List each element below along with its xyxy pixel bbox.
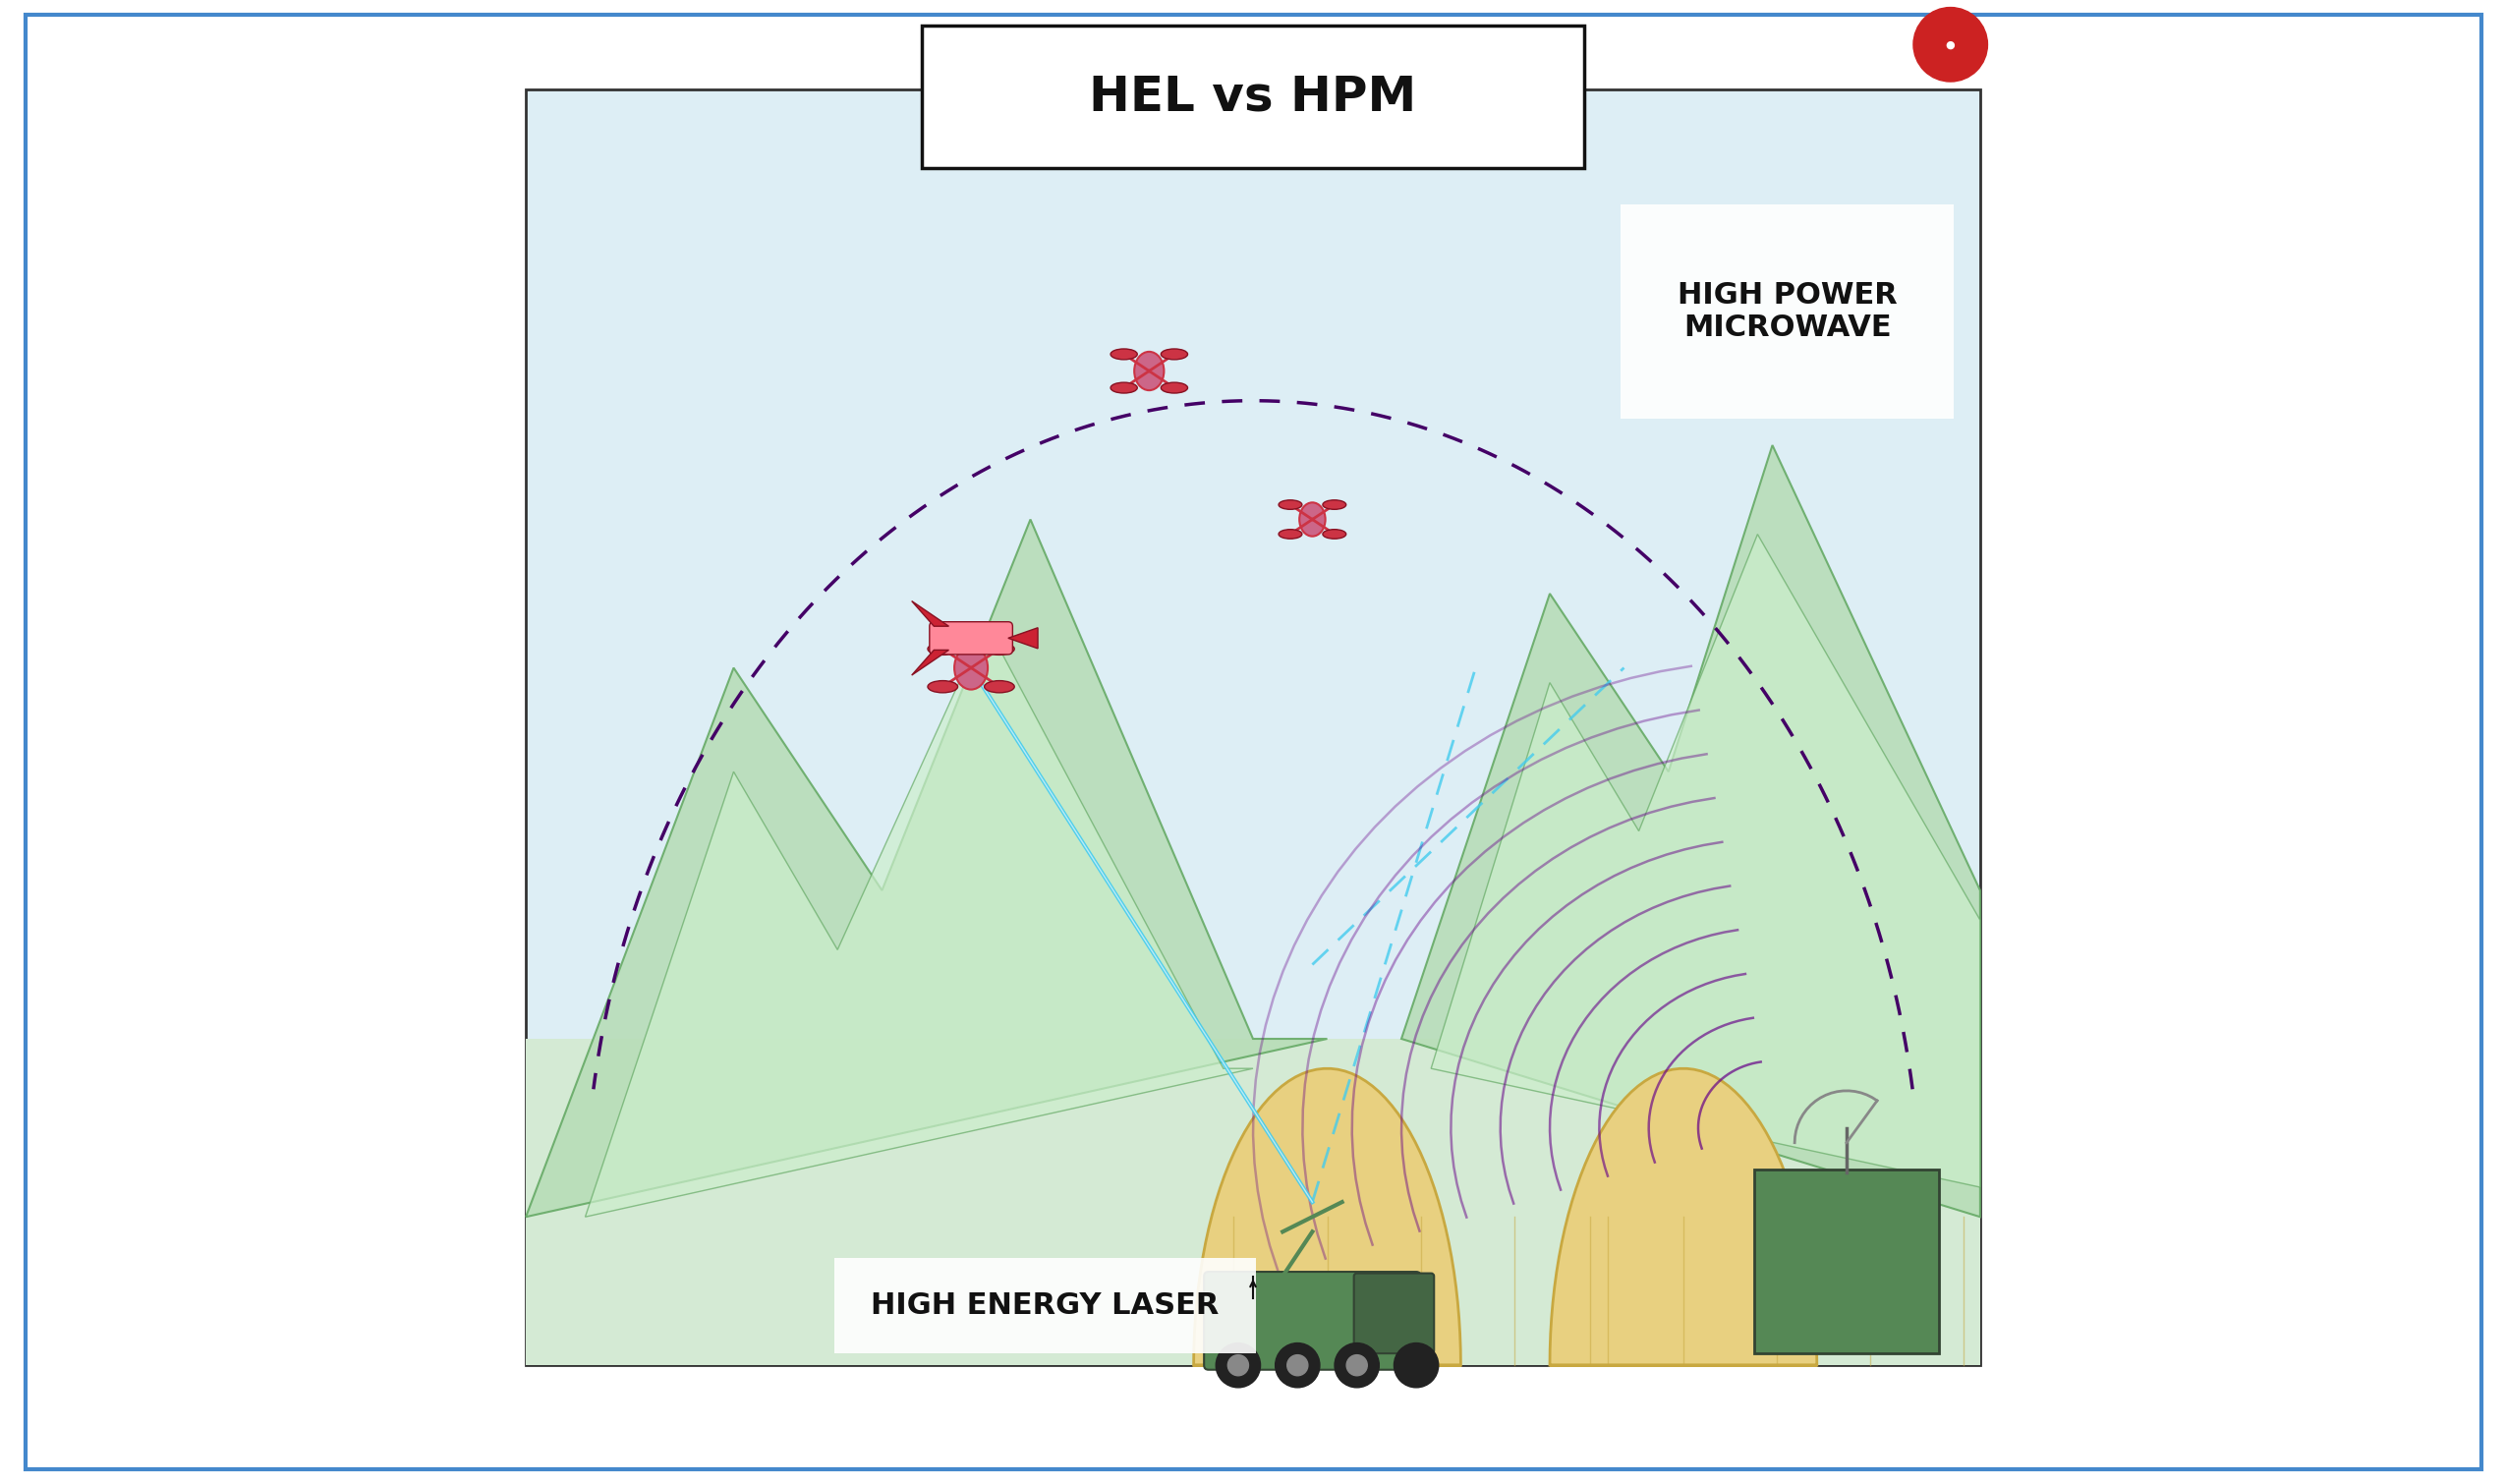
FancyBboxPatch shape <box>526 1039 1980 1365</box>
Ellipse shape <box>1160 383 1188 393</box>
Polygon shape <box>1007 628 1037 649</box>
Text: ●: ● <box>1945 40 1955 49</box>
Polygon shape <box>1193 1068 1461 1365</box>
Circle shape <box>1228 1355 1248 1376</box>
FancyBboxPatch shape <box>1621 205 1952 418</box>
FancyBboxPatch shape <box>1754 1169 1940 1353</box>
Polygon shape <box>1401 445 1980 1217</box>
Circle shape <box>1276 1343 1321 1388</box>
Ellipse shape <box>927 643 957 654</box>
FancyBboxPatch shape <box>834 1258 1256 1353</box>
FancyBboxPatch shape <box>526 89 1980 1365</box>
Ellipse shape <box>1135 352 1163 390</box>
Ellipse shape <box>1278 500 1303 509</box>
Ellipse shape <box>955 646 987 690</box>
FancyBboxPatch shape <box>1353 1273 1433 1353</box>
Text: HIGH ENERGY LASER: HIGH ENERGY LASER <box>872 1291 1220 1321</box>
Ellipse shape <box>1160 349 1188 359</box>
Circle shape <box>1915 7 1987 82</box>
Circle shape <box>1346 1355 1368 1376</box>
Ellipse shape <box>1301 503 1326 536</box>
FancyBboxPatch shape <box>930 622 1012 654</box>
Polygon shape <box>1431 534 1980 1187</box>
Text: HEL vs HPM: HEL vs HPM <box>1090 73 1416 120</box>
Ellipse shape <box>1110 383 1138 393</box>
Polygon shape <box>526 519 1328 1217</box>
Polygon shape <box>1549 1068 1817 1365</box>
Polygon shape <box>586 623 1253 1217</box>
Ellipse shape <box>1323 500 1346 509</box>
Ellipse shape <box>985 681 1015 693</box>
FancyBboxPatch shape <box>922 25 1584 168</box>
Ellipse shape <box>1110 349 1138 359</box>
Circle shape <box>1393 1343 1438 1388</box>
Ellipse shape <box>1278 530 1303 539</box>
Ellipse shape <box>985 643 1015 654</box>
FancyBboxPatch shape <box>1203 1272 1421 1370</box>
Circle shape <box>1215 1343 1261 1388</box>
Circle shape <box>1288 1355 1308 1376</box>
Circle shape <box>1336 1343 1378 1388</box>
Ellipse shape <box>1323 530 1346 539</box>
Polygon shape <box>912 601 950 626</box>
Text: HIGH POWER
MICROWAVE: HIGH POWER MICROWAVE <box>1677 280 1897 343</box>
Polygon shape <box>912 650 950 675</box>
Ellipse shape <box>927 681 957 693</box>
